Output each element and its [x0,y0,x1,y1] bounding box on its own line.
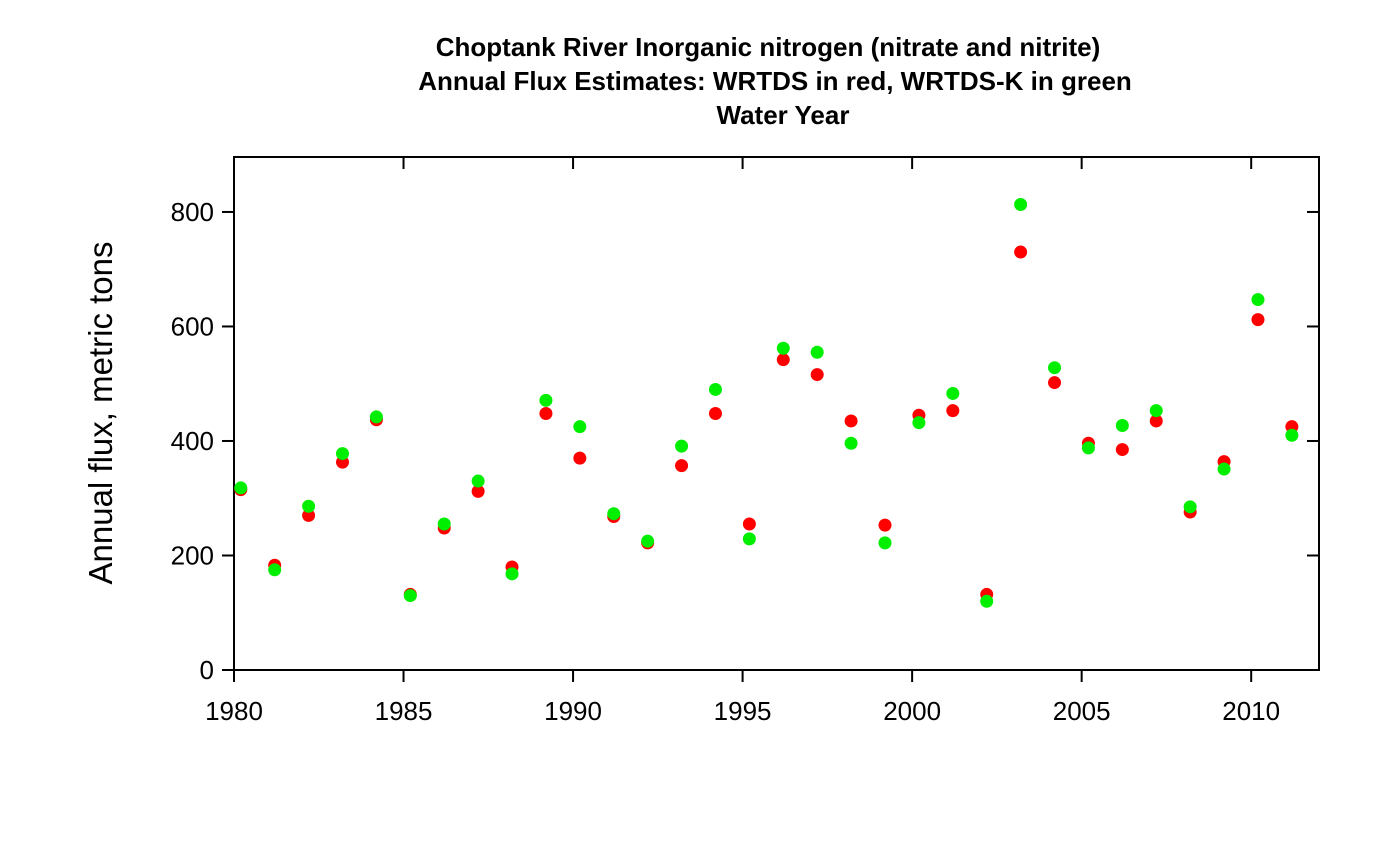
data-points [234,198,1299,608]
data-point [776,341,790,355]
data-point [810,368,824,382]
data-point [437,517,451,531]
y-tick-label: 800 [171,197,214,227]
data-point [1115,419,1129,433]
data-point [878,536,892,550]
data-point [708,407,722,420]
data-point [776,353,790,367]
data-point [675,459,689,473]
y-tick-label: 400 [171,426,214,456]
x-tick-label: 2000 [883,696,941,726]
data-point [369,410,383,424]
series-wrtds-k-green [234,198,1299,608]
x-axis: 1980 1985 1990 1995 2000 2005 2010 [205,157,1280,726]
data-point [980,594,994,608]
data-point [641,534,655,548]
data-point [302,499,316,513]
data-point [268,563,282,577]
y-tick-label: 0 [200,655,214,685]
x-tick-label: 1990 [544,696,602,726]
x-tick-label: 1985 [375,696,433,726]
data-point [471,484,485,498]
data-point [539,393,553,407]
data-point [573,420,587,434]
data-point [336,447,349,461]
data-point [1014,245,1028,259]
y-axis-label: Annual flux, metric tons [82,242,119,585]
data-point [1217,462,1231,476]
data-point [302,508,316,522]
data-point [573,451,587,465]
y-tick-label: 200 [171,540,214,570]
title-line-3: Water Year [717,100,850,130]
x-tick-label: 1980 [205,696,263,726]
data-point [946,386,960,400]
data-point [1183,500,1197,514]
chart-title: Choptank River Inorganic nitrogen (nitra… [418,32,1132,130]
data-point [844,436,858,450]
x-tick-label: 2010 [1222,696,1280,726]
data-point [1149,404,1163,418]
data-point [234,481,248,495]
data-point [708,382,722,396]
data-point [403,589,417,603]
data-point [539,407,553,420]
data-point [844,414,858,428]
x-tick-label: 1995 [714,696,772,726]
data-point [1251,313,1265,327]
data-point [675,439,689,453]
data-point [742,517,756,531]
plot-frame [233,156,1320,671]
data-point [607,507,621,521]
data-point [1081,441,1095,455]
data-point [1251,293,1265,307]
data-point [912,416,926,430]
y-axis: 0 200 400 600 800 [171,197,1319,685]
data-point [471,474,485,488]
data-point [946,404,960,418]
data-point [1014,198,1028,212]
data-point [878,518,892,532]
title-line-1: Choptank River Inorganic nitrogen (nitra… [436,32,1101,62]
data-point [1285,428,1299,442]
x-tick-label: 2005 [1053,696,1111,726]
series-wrtds-red [234,245,1299,601]
title-line-2: Annual Flux Estimates: WRTDS in red, WRT… [418,66,1132,96]
data-point [505,567,519,581]
data-point [742,532,756,546]
data-point [1048,376,1062,390]
data-point [1048,361,1062,375]
data-point [1115,443,1129,457]
data-point [1149,414,1163,428]
y-tick-label: 600 [171,311,214,341]
data-point [810,345,824,359]
